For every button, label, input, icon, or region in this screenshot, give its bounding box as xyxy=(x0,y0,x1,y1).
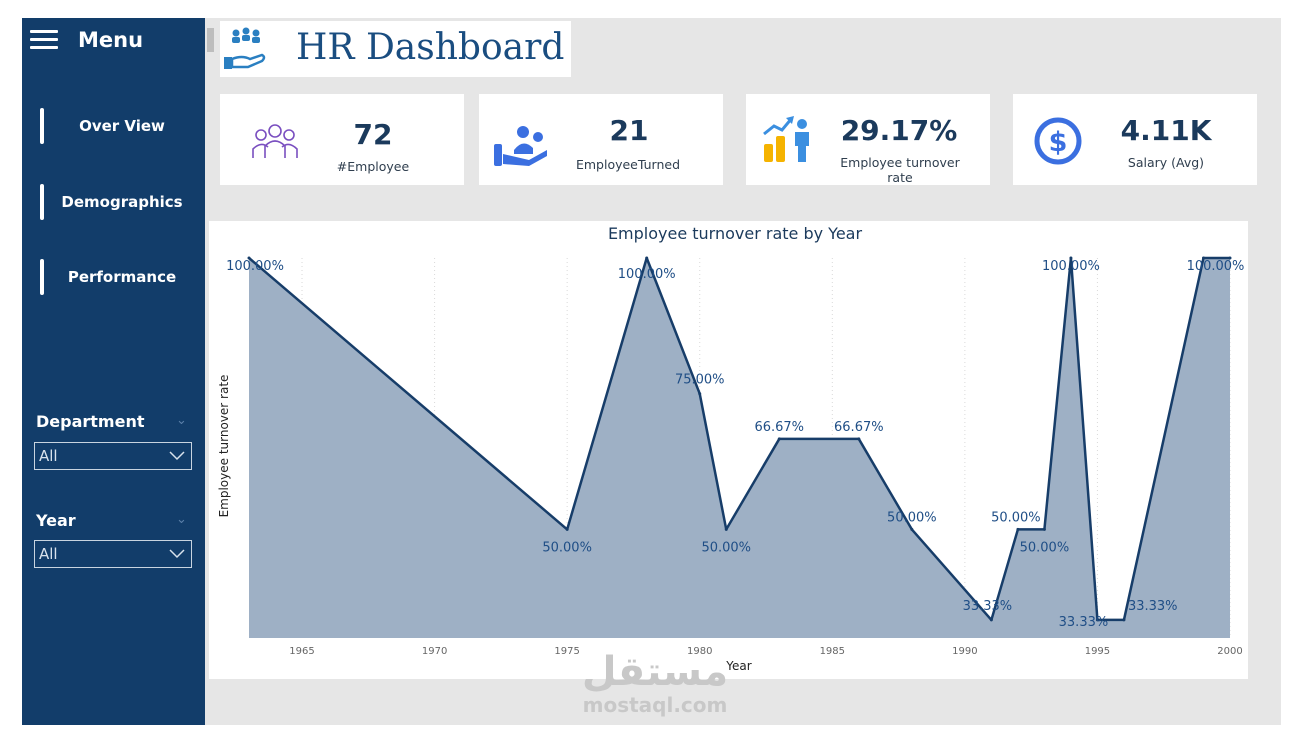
chart-x-axis-label: Year xyxy=(725,659,751,673)
x-tick-label: 1970 xyxy=(422,646,447,657)
data-point xyxy=(1201,256,1205,260)
nav-item-label: Performance xyxy=(67,268,177,286)
data-point xyxy=(910,527,914,531)
watermark-arabic: مستقل xyxy=(581,649,729,695)
year-value: All xyxy=(39,545,58,563)
kpi-label: Salary (Avg) xyxy=(1127,155,1205,170)
data-point xyxy=(1095,618,1099,622)
turnover-chart-card[interactable]: Employee turnover rate by Year Year Empl… xyxy=(209,221,1248,679)
hamburger-icon[interactable] xyxy=(30,29,58,51)
data-label: 50.00% xyxy=(542,540,592,555)
page-title: HR Dashboard xyxy=(296,27,565,68)
data-label: 100.00% xyxy=(226,259,284,274)
chevron-down-icon xyxy=(169,451,185,461)
data-point xyxy=(565,527,569,531)
kpi-card-salary: $ 4.11K Salary (Avg) xyxy=(1013,94,1257,185)
nav-item-demographics[interactable]: Demographics xyxy=(40,184,200,220)
chart-title: Employee turnover rate by Year xyxy=(608,224,863,243)
data-label: 50.00% xyxy=(991,510,1041,525)
data-point xyxy=(645,256,649,260)
data-label: 66.67% xyxy=(754,420,804,435)
x-tick-label: 2000 xyxy=(1217,646,1242,657)
sidebar: Menu Over View Demographics Performance … xyxy=(22,18,205,725)
watermark-logo: مستقل mostaql.com xyxy=(575,650,735,716)
data-label: 100.00% xyxy=(1042,259,1100,274)
nav-indicator xyxy=(40,184,44,220)
data-label: 50.00% xyxy=(701,540,751,555)
people-hand-icon xyxy=(494,126,547,166)
department-dropdown[interactable]: All xyxy=(34,442,192,470)
chevron-down-icon xyxy=(169,549,185,559)
data-label: 33.33% xyxy=(963,599,1013,614)
menu-toggle[interactable]: Menu xyxy=(30,28,143,52)
data-label: 75.00% xyxy=(675,373,725,388)
data-label: 100.00% xyxy=(1187,259,1245,274)
hr-logo-icon xyxy=(224,27,266,69)
x-tick-label: 1980 xyxy=(687,646,712,657)
kpi-card-turned: 21 EmployeeTurned xyxy=(479,94,723,185)
x-tick-label: 1965 xyxy=(289,646,314,657)
data-point xyxy=(777,437,781,441)
watermark-latin: mostaql.com xyxy=(582,693,728,717)
data-label: 50.00% xyxy=(887,510,937,525)
employees-group-icon xyxy=(252,124,298,158)
title-banner: HR Dashboard xyxy=(220,21,571,77)
collapse-chevron-icon[interactable]: ⌄ xyxy=(176,511,187,526)
growth-chart-person-icon xyxy=(763,116,809,162)
data-point xyxy=(1228,256,1232,260)
kpi-label: #Employee xyxy=(336,159,410,174)
chart-y-axis-label: Employee turnover rate xyxy=(217,375,231,518)
turnover-area-chart: Employee turnover rate by Year Year Empl… xyxy=(217,224,1245,673)
nav-item-overview[interactable]: Over View xyxy=(40,108,200,144)
menu-label: Menu xyxy=(78,28,144,52)
svg-text:$: $ xyxy=(1049,127,1068,158)
data-label: 33.33% xyxy=(1128,599,1178,614)
nav-indicator xyxy=(40,259,44,295)
x-tick-label: 1990 xyxy=(952,646,977,657)
data-point xyxy=(247,256,251,260)
scroll-handle[interactable] xyxy=(207,28,214,52)
data-point xyxy=(724,527,728,531)
year-dropdown[interactable]: All xyxy=(34,540,192,568)
data-point xyxy=(1042,527,1046,531)
data-point xyxy=(1016,527,1020,531)
data-label: 100.00% xyxy=(618,267,676,282)
kpi-value: 72 xyxy=(353,118,393,151)
data-point xyxy=(989,618,993,622)
data-point xyxy=(1069,256,1073,260)
nav-item-label: Demographics xyxy=(61,193,183,211)
department-value: All xyxy=(39,447,58,465)
department-slicer-title: Department xyxy=(36,412,145,431)
x-tick-label: 1995 xyxy=(1085,646,1110,657)
x-tick-label: 1985 xyxy=(820,646,845,657)
data-point xyxy=(1122,618,1126,622)
collapse-chevron-icon[interactable]: ⌄ xyxy=(176,412,187,427)
dollar-circle-icon: $ xyxy=(1034,117,1082,165)
series-line xyxy=(248,256,1230,622)
kpi-value: 21 xyxy=(609,114,649,147)
data-label: 33.33% xyxy=(1059,615,1109,630)
area-fill xyxy=(249,258,1230,638)
data-label: 66.67% xyxy=(834,420,884,435)
nav-item-label: Over View xyxy=(79,117,165,135)
x-tick-label: 1975 xyxy=(554,646,579,657)
kpi-label: Employee turnover rate xyxy=(840,155,960,185)
kpi-label: EmployeeTurned xyxy=(575,157,681,172)
kpi-card-turnover-rate: 29.17% Employee turnover rate xyxy=(746,94,990,185)
data-point xyxy=(857,437,861,441)
data-label: 50.00% xyxy=(1020,540,1070,555)
year-slicer-title: Year xyxy=(36,511,76,530)
kpi-card-employees: 72 #Employee xyxy=(220,94,464,185)
kpi-value: 4.11K xyxy=(1120,114,1212,147)
kpi-value: 29.17% xyxy=(840,114,958,147)
data-point xyxy=(698,392,702,396)
nav-indicator xyxy=(40,108,44,144)
nav-item-performance[interactable]: Performance xyxy=(40,259,200,295)
